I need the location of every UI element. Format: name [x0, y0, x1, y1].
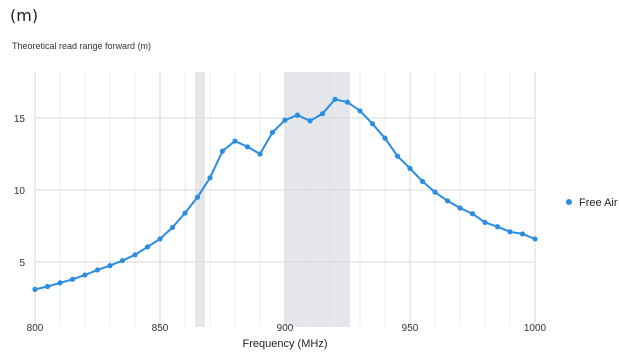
data-point: [532, 236, 538, 242]
y-tick-5: 5: [19, 258, 25, 269]
data-point: [132, 252, 138, 258]
data-point: [82, 272, 88, 278]
data-point: [394, 153, 401, 159]
y-tick-10: 10: [14, 186, 26, 197]
legend-marker-0: [566, 199, 572, 205]
data-point: [244, 144, 251, 150]
x-tick-850: 850: [152, 323, 169, 334]
data-point: [219, 148, 226, 154]
data-point: [282, 117, 288, 123]
data-point: [194, 194, 201, 200]
chart-grid: [34, 72, 536, 327]
data-point: [407, 165, 413, 171]
legend-label-0: Free Air: [579, 197, 618, 209]
data-point: [44, 283, 51, 290]
x-tick-labels: 800 850 900 950 1000: [27, 323, 547, 334]
highlight-band-1: [285, 72, 350, 327]
data-point: [494, 224, 501, 230]
data-point: [269, 129, 276, 135]
y-tick-labels: 5 10 15: [14, 114, 26, 269]
data-point: [257, 151, 263, 157]
chart-subtitle: Theoretical read range forward (m): [12, 41, 152, 51]
data-point: [232, 138, 238, 144]
highlight-band-0: [195, 72, 205, 327]
data-point: [307, 118, 313, 124]
data-point: [519, 231, 526, 237]
data-point: [444, 198, 451, 204]
data-point: [207, 175, 213, 181]
data-point: [332, 96, 338, 102]
data-point: [344, 99, 351, 105]
data-point: [419, 178, 426, 184]
y-tick-15: 15: [14, 114, 26, 125]
data-point: [469, 211, 476, 217]
data-point: [119, 257, 126, 264]
data-point: [69, 276, 76, 282]
data-point: [94, 267, 101, 273]
data-point: [482, 219, 488, 225]
series-group: [32, 96, 538, 292]
x-tick-950: 950: [402, 323, 419, 334]
data-point: [57, 280, 63, 286]
data-point: [32, 286, 38, 292]
data-point: [144, 244, 151, 250]
data-point: [319, 111, 326, 117]
x-tick-800: 800: [27, 323, 44, 334]
data-point: [507, 229, 513, 235]
data-point: [432, 189, 438, 195]
x-tick-1000: 1000: [524, 323, 547, 334]
data-point: [357, 108, 363, 114]
x-tick-900: 900: [277, 323, 294, 334]
data-point: [182, 210, 188, 216]
data-point: [169, 224, 176, 231]
legend[interactable]: Free Air: [566, 197, 618, 209]
data-point: [107, 263, 113, 269]
data-point: [382, 135, 388, 141]
x-axis-title: Frequency (MHz): [243, 338, 328, 350]
data-point: [157, 236, 163, 242]
unit-title: (m): [10, 6, 39, 25]
data-point: [369, 121, 376, 127]
data-point: [294, 112, 301, 118]
data-point: [457, 205, 463, 211]
